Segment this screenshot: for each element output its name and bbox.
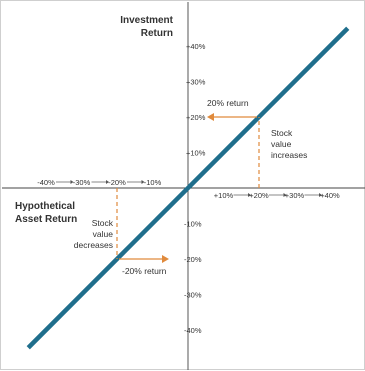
annotation-description-line: Stock [271,128,293,138]
x-tick-label: +40% [320,191,340,200]
x-tick-connector-arrow [248,193,251,197]
x-axis-title-line-1: Hypothetical [15,201,75,212]
x-tick-connector-arrow [70,180,74,184]
x-tick-label: -20% [108,178,126,187]
x-tick-label: -10% [144,178,162,187]
x-tick-connector-arrow [283,193,287,197]
y-axis-title-line-1: Investment [120,15,173,26]
x-tick-label: +10% [214,191,234,200]
x-axis-title-line-2: Asset Return [15,214,77,225]
x-tick-label: +20% [249,191,269,200]
x-tick-label: -30% [73,178,91,187]
annotation-description-line: value [271,139,292,149]
annotation-return-label: -20% return [122,266,167,276]
y-tick-label: -10% [184,220,202,229]
annotation-description-line: Stock [92,218,114,228]
y-tick-label: +30% [186,78,206,87]
x-tick-connector-arrow [319,193,322,197]
y-tick-label: -40% [184,326,202,335]
y-tick-label: -20% [184,255,202,264]
annotation-description-line: increases [271,150,307,160]
series-line-0 [26,26,350,350]
y-tick-label: +20% [186,113,206,122]
annotation-description-line: value [93,229,114,239]
y-tick-label: +40% [186,42,206,51]
x-tick-label: +30% [285,191,305,200]
y-tick-label: +10% [186,149,206,158]
y-axis-title-line-2: Return [141,28,173,39]
y-tick-label: -30% [184,291,202,300]
x-tick-connector-arrow [106,180,109,184]
annotation-arrowhead-1 [162,255,169,263]
annotation-arrowhead-0 [207,113,214,121]
annotation-return-label: 20% return [207,98,249,108]
annotation-description-line: decreases [74,240,113,250]
x-tick-label: -40% [37,178,55,187]
x-tick-connector-arrow [141,180,145,184]
